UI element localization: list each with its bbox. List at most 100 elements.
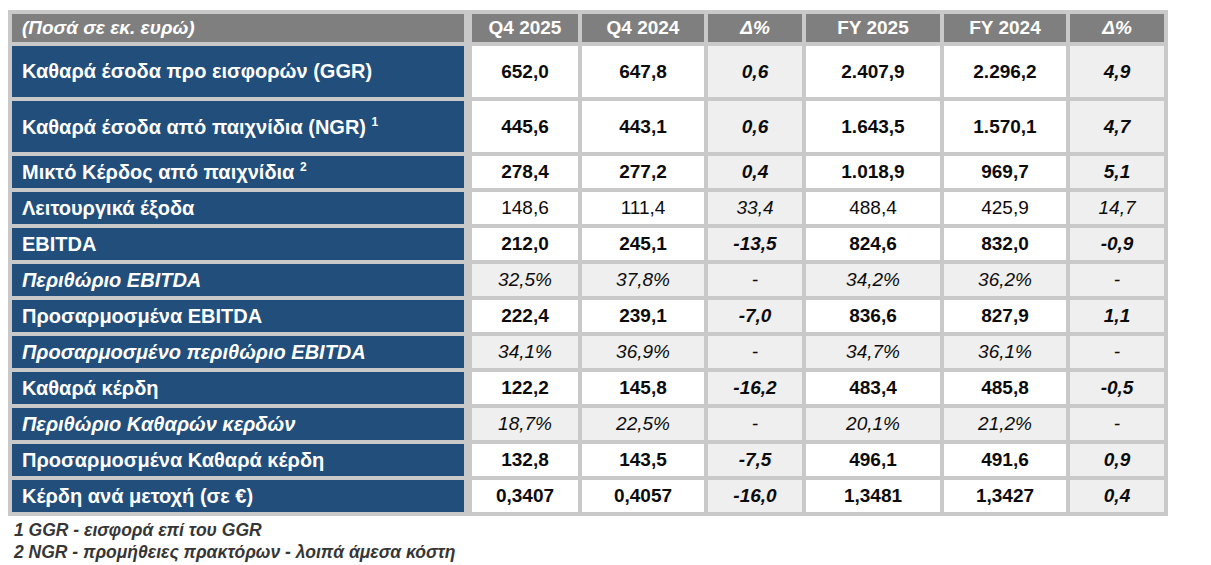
footnote-ref: 1 <box>372 115 379 129</box>
value-cell: 143,5 <box>582 444 704 476</box>
table-row: Λειτουργικά έξοδα 148,6111,433,4488,4425,… <box>12 192 1164 224</box>
value-cell: 32,5% <box>472 264 578 296</box>
value-cell: - <box>1070 336 1164 368</box>
value-cell: 0,6 <box>708 101 802 152</box>
value-cell: 21,2% <box>944 408 1066 440</box>
table-row: Περιθώριο Καθαρών κερδών18,7%22,5%-20,1%… <box>12 408 1164 440</box>
table-row: Περιθώριο EBITDA32,5%37,8%-34,2%36,2%- <box>12 264 1164 296</box>
value-cell: 18,7% <box>472 408 578 440</box>
value-cell: -7,5 <box>708 444 802 476</box>
financial-results-page: (Ποσά σε εκ. ευρώ) Q4 2025Q4 2024Δ%FY 20… <box>0 0 1211 565</box>
value-cell: 496,1 <box>806 444 940 476</box>
table-row: Κέρδη ανά μετοχή (σε €) 0,34070,4057-16,0… <box>12 480 1164 512</box>
table-row: Καθαρά κέρδη122,2145,8-16,2483,4485,8-0,… <box>12 372 1164 404</box>
value-cell: -0,9 <box>1070 228 1164 260</box>
value-cell: 1,3427 <box>944 480 1066 512</box>
row-label-text: Λειτουργικά έξοδα <box>22 197 194 219</box>
value-cell: -16,0 <box>708 480 802 512</box>
footnotes: 1 GGR - εισφορά επί του GGR 2 NGR - προμ… <box>14 519 1211 564</box>
value-cell: - <box>1070 408 1164 440</box>
value-cell: 425,9 <box>944 192 1066 224</box>
value-cell: 2.407,9 <box>806 46 940 97</box>
value-cell: 239,1 <box>582 300 704 332</box>
table-body: Καθαρά έσοδα προ εισφορών (GGR)652,0647,… <box>12 46 1164 512</box>
row-label: Κέρδη ανά μετοχή (σε €) <box>12 480 468 512</box>
value-cell: 34,1% <box>472 336 578 368</box>
value-cell: -0,5 <box>1070 372 1164 404</box>
value-cell: 1,3481 <box>806 480 940 512</box>
table-row: Προσαρμοσμένα Καθαρά κέρδη132,8143,5-7,5… <box>12 444 1164 476</box>
value-cell: 222,4 <box>472 300 578 332</box>
value-cell: 1.570,1 <box>944 101 1066 152</box>
value-cell: 824,6 <box>806 228 940 260</box>
row-label: Προσαρμοσμένα Καθαρά κέρδη <box>12 444 468 476</box>
value-cell: 836,6 <box>806 300 940 332</box>
value-cell: 485,8 <box>944 372 1066 404</box>
value-cell: -13,5 <box>708 228 802 260</box>
value-cell: - <box>1070 264 1164 296</box>
value-cell: 0,3407 <box>472 480 578 512</box>
value-cell: 652,0 <box>472 46 578 97</box>
table-row: Καθαρά έσοδα προ εισφορών (GGR)652,0647,… <box>12 46 1164 97</box>
column-header-q4-2024: Q4 2024 <box>582 14 704 42</box>
column-header-fy-2024: FY 2024 <box>944 14 1066 42</box>
value-cell: - <box>708 336 802 368</box>
value-cell: 22,5% <box>582 408 704 440</box>
value-cell: 0,4057 <box>582 480 704 512</box>
row-label: Περιθώριο EBITDA <box>12 264 468 296</box>
value-cell: 36,9% <box>582 336 704 368</box>
row-label: Μικτό Κέρδος από παιχνίδια 2 <box>12 156 468 188</box>
value-cell: 1.018,9 <box>806 156 940 188</box>
row-label-text: Μικτό Κέρδος από παιχνίδια <box>22 161 294 183</box>
value-cell: 20,1% <box>806 408 940 440</box>
table-row: EBITDA212,0245,1-13,5824,6832,0-0,9 <box>12 228 1164 260</box>
value-cell: 111,4 <box>582 192 704 224</box>
value-cell: 37,8% <box>582 264 704 296</box>
column-header-fy-2025: FY 2025 <box>806 14 940 42</box>
value-cell: 34,7% <box>806 336 940 368</box>
value-cell: 148,6 <box>472 192 578 224</box>
financial-results-table: (Ποσά σε εκ. ευρώ) Q4 2025Q4 2024Δ%FY 20… <box>8 10 1168 516</box>
footnote-ngr: 2 NGR - προμήθειες πρακτόρων - λοιπά άμε… <box>14 541 1211 563</box>
column-header-q4-2025: Q4 2025 <box>472 14 578 42</box>
row-label: Προσαρμοσμένο περιθώριο EBITDA <box>12 336 468 368</box>
value-cell: 34,2% <box>806 264 940 296</box>
row-label-text: Κέρδη ανά μετοχή (σε €) <box>22 485 253 507</box>
row-label-text: Καθαρά έσοδα προ εισφορών (GGR) <box>22 60 372 82</box>
value-cell: 827,9 <box>944 300 1066 332</box>
value-cell: 245,1 <box>582 228 704 260</box>
table-row: Προσαρμοσμένο περιθώριο EBITDA34,1%36,9%… <box>12 336 1164 368</box>
table-row: Καθαρά έσοδα από παιχνίδια (NGR) 1 445,64… <box>12 101 1164 152</box>
value-cell: 5,1 <box>1070 156 1164 188</box>
column-header-delta: Δ% <box>708 14 802 42</box>
row-label: Περιθώριο Καθαρών κερδών <box>12 408 468 440</box>
value-cell: 212,0 <box>472 228 578 260</box>
row-label-text: Προσαρμοσμένα EBITDA <box>22 305 262 327</box>
value-cell: 122,2 <box>472 372 578 404</box>
value-cell: 33,4 <box>708 192 802 224</box>
value-cell: 483,4 <box>806 372 940 404</box>
row-label-text: EBITDA <box>22 233 96 255</box>
value-cell: 2.296,2 <box>944 46 1066 97</box>
row-label-text: Καθαρά κέρδη <box>22 377 159 399</box>
value-cell: 969,7 <box>944 156 1066 188</box>
value-cell: 445,6 <box>472 101 578 152</box>
value-cell: - <box>708 408 802 440</box>
row-label-text: Καθαρά έσοδα από παιχνίδια (NGR) <box>22 115 366 137</box>
value-cell: 1,1 <box>1070 300 1164 332</box>
row-label: Προσαρμοσμένα EBITDA <box>12 300 468 332</box>
row-label: Καθαρά έσοδα προ εισφορών (GGR) <box>12 46 468 97</box>
table-row: Μικτό Κέρδος από παιχνίδια 2278,4277,20,… <box>12 156 1164 188</box>
row-label-text: Περιθώριο Καθαρών κερδών <box>22 413 295 435</box>
value-cell: 278,4 <box>472 156 578 188</box>
value-cell: 443,1 <box>582 101 704 152</box>
value-cell: 4,9 <box>1070 46 1164 97</box>
value-cell: 0,6 <box>708 46 802 97</box>
value-cell: 1.643,5 <box>806 101 940 152</box>
value-cell: 277,2 <box>582 156 704 188</box>
value-cell: 0,9 <box>1070 444 1164 476</box>
value-cell: 36,2% <box>944 264 1066 296</box>
row-label-text: Περιθώριο EBITDA <box>22 269 201 291</box>
value-cell: 488,4 <box>806 192 940 224</box>
row-label: Λειτουργικά έξοδα <box>12 192 468 224</box>
